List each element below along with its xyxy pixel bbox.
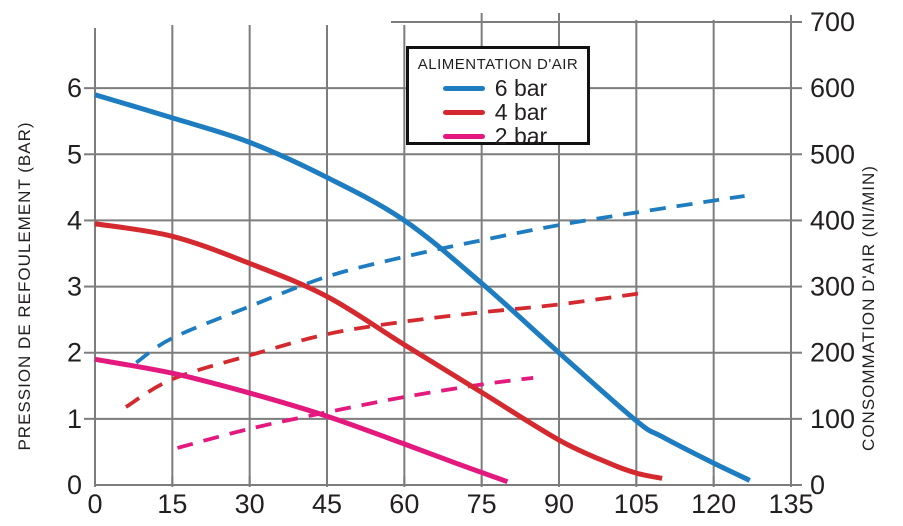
x-tick-label: 45 (312, 489, 342, 519)
axis-ticks-and-labels: 0 15 30 45 60 75 90 105 120 135012345601002003004… (67, 7, 855, 519)
left-tick-label: 5 (67, 139, 82, 169)
left-axis-title: PRESSION DE REFOULEMENT (BAR) (15, 121, 34, 450)
left-tick-label: 1 (67, 404, 82, 434)
right-tick-label: 600 (810, 73, 855, 103)
right-tick-label: 0 (810, 470, 825, 500)
x-tick-label: 15 (157, 489, 187, 519)
legend-label-6bar: 6 bar (494, 75, 548, 101)
x-tick-label: 60 (389, 489, 419, 519)
left-tick-label: 3 (67, 272, 82, 302)
legend-line-6bar-icon (442, 85, 485, 91)
legend-label-4bar: 4 bar (494, 99, 548, 125)
left-tick-label: 0 (67, 470, 82, 500)
right-tick-label: 700 (810, 7, 855, 37)
x-tick-label: 135 (768, 489, 813, 519)
legend-line-2bar-icon (442, 133, 485, 139)
legend-item-4bar: 4 bar (442, 99, 548, 125)
right-tick-label: 500 (810, 139, 855, 169)
curve-pression-6bar (94, 92, 751, 483)
right-tick-label: 100 (810, 404, 855, 434)
curve-consommation-4bar (124, 291, 642, 409)
curve-pression-4bar (94, 221, 663, 481)
legend-item-2bar: 2 bar (442, 123, 548, 149)
right-tick-label: 400 (810, 205, 855, 235)
chart-legend: ALIMENTATION D'AIR 6 bar 4 bar 2 bar (406, 46, 590, 149)
legend-line-4bar-icon (442, 109, 485, 115)
x-tick-label: 30 (235, 489, 265, 519)
curve-pression-2bar (94, 356, 509, 485)
right-tick-label: 300 (810, 272, 855, 302)
left-tick-label: 2 (67, 338, 82, 368)
legend-item-6bar: 6 bar (442, 75, 548, 101)
curves (94, 92, 751, 485)
left-tick-label: 4 (67, 205, 82, 235)
legend-title: ALIMENTATION D'AIR (417, 56, 579, 73)
legend-label-2bar: 2 bar (494, 123, 548, 149)
curve-consommation-6bar (135, 194, 745, 365)
right-axis-title: CONSOMMATION D'AIR (NI/MIN) (859, 165, 878, 451)
curve-consommation-2bar (177, 375, 534, 450)
right-tick-label: 200 (810, 338, 855, 368)
x-tick-label: 120 (691, 489, 736, 519)
x-tick-label: 75 (467, 489, 497, 519)
x-tick-label: 90 (544, 489, 574, 519)
left-tick-label: 6 (67, 73, 82, 103)
x-tick-label: 105 (614, 489, 659, 519)
x-tick-label: 0 (87, 489, 102, 519)
